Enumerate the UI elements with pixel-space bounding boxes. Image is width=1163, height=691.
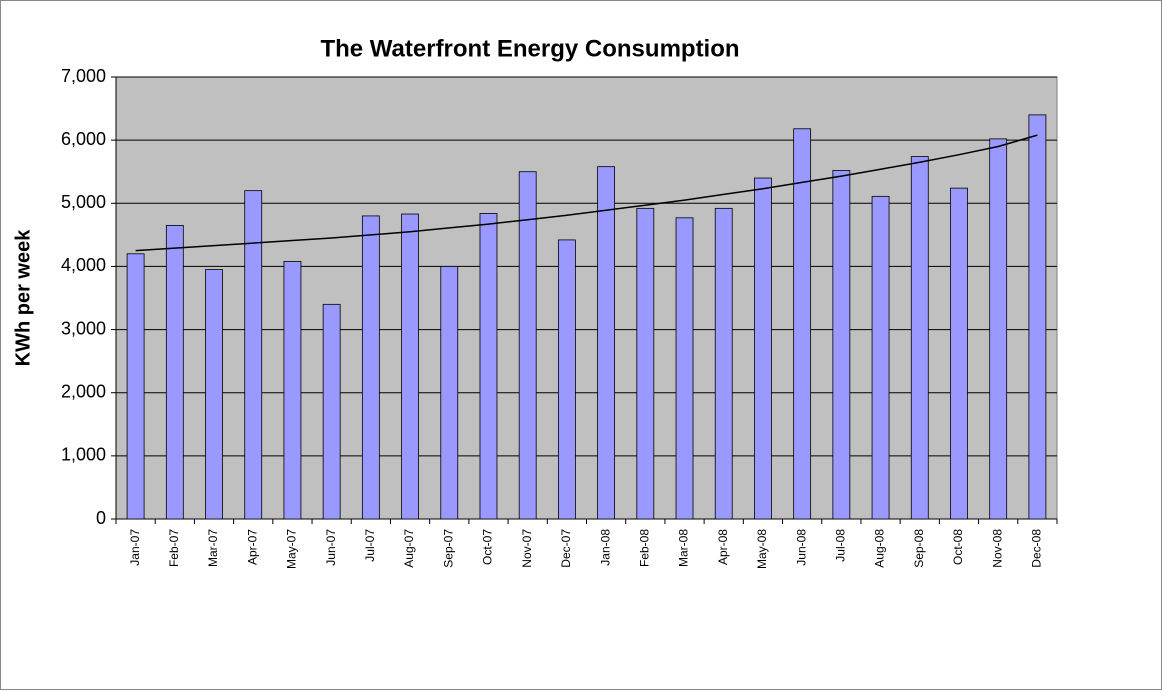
- x-tick-label: Apr-07: [245, 529, 259, 565]
- x-tick-label: Jan-08: [598, 529, 612, 566]
- bar: [989, 138, 1008, 520]
- y-tick-label: 7,000: [61, 66, 106, 86]
- bar: [597, 166, 616, 520]
- x-tick-label: Jun-07: [324, 529, 338, 566]
- bar: [244, 190, 263, 520]
- x-tick-label: Oct-08: [951, 529, 965, 565]
- x-tick-label: May-08: [755, 529, 769, 569]
- chart-title: The Waterfront Energy Consumption: [320, 35, 739, 62]
- bar: [950, 187, 968, 520]
- x-tick-label: Mar-07: [206, 529, 220, 567]
- bar: [479, 212, 498, 520]
- x-tick-label: Dec-07: [559, 529, 573, 568]
- x-tick-label: Jan-07: [128, 529, 142, 566]
- bar: [126, 253, 145, 520]
- bar: [675, 217, 694, 520]
- x-tick-label: Mar-08: [677, 529, 691, 567]
- bar: [401, 213, 419, 520]
- bar: [518, 171, 537, 520]
- bar: [1028, 114, 1047, 520]
- y-tick-label: 0: [96, 508, 106, 528]
- x-tick-label: Aug-08: [873, 529, 887, 568]
- x-tick-label: Dec-08: [1030, 529, 1044, 568]
- x-tick-label: Jul-07: [363, 529, 377, 562]
- x-tick-label: Nov-08: [990, 529, 1004, 568]
- bar: [636, 207, 655, 520]
- bar: [322, 303, 341, 520]
- plot-area: [115, 76, 1058, 520]
- bar: [205, 269, 223, 520]
- x-tick-label: Feb-07: [167, 529, 181, 567]
- y-tick-label: 3,000: [61, 318, 106, 338]
- x-tick-label: Sep-07: [441, 529, 455, 568]
- y-axis-label: KWh per week: [12, 229, 34, 367]
- bar: [832, 170, 851, 520]
- x-tick-label: Oct-07: [481, 529, 495, 565]
- bar: [283, 260, 302, 520]
- x-tick-label: Sep-08: [912, 529, 926, 568]
- y-tick-label: 5,000: [61, 192, 106, 212]
- x-tick-label: Jul-08: [834, 529, 848, 562]
- x-tick-label: Nov-07: [520, 529, 534, 568]
- y-tick-label: 2,000: [61, 381, 106, 401]
- x-tick-label: Aug-07: [402, 529, 416, 568]
- trendline: [135, 134, 1038, 252]
- bar: [714, 207, 733, 520]
- bar: [165, 224, 184, 520]
- bar: [871, 195, 890, 520]
- bar: [557, 239, 576, 520]
- y-tick-label: 1,000: [61, 445, 106, 465]
- y-tick-label: 6,000: [61, 129, 106, 149]
- bar: [793, 128, 812, 520]
- bar: [440, 266, 459, 520]
- x-tick-label: Jun-08: [794, 529, 808, 566]
- x-tick-label: Apr-08: [716, 529, 730, 565]
- bar: [910, 156, 929, 520]
- bar: [361, 215, 380, 520]
- bar: [754, 177, 772, 520]
- x-tick-label: Feb-08: [637, 529, 651, 567]
- y-tick-label: 4,000: [61, 255, 106, 275]
- x-tick-label: May-07: [285, 529, 299, 569]
